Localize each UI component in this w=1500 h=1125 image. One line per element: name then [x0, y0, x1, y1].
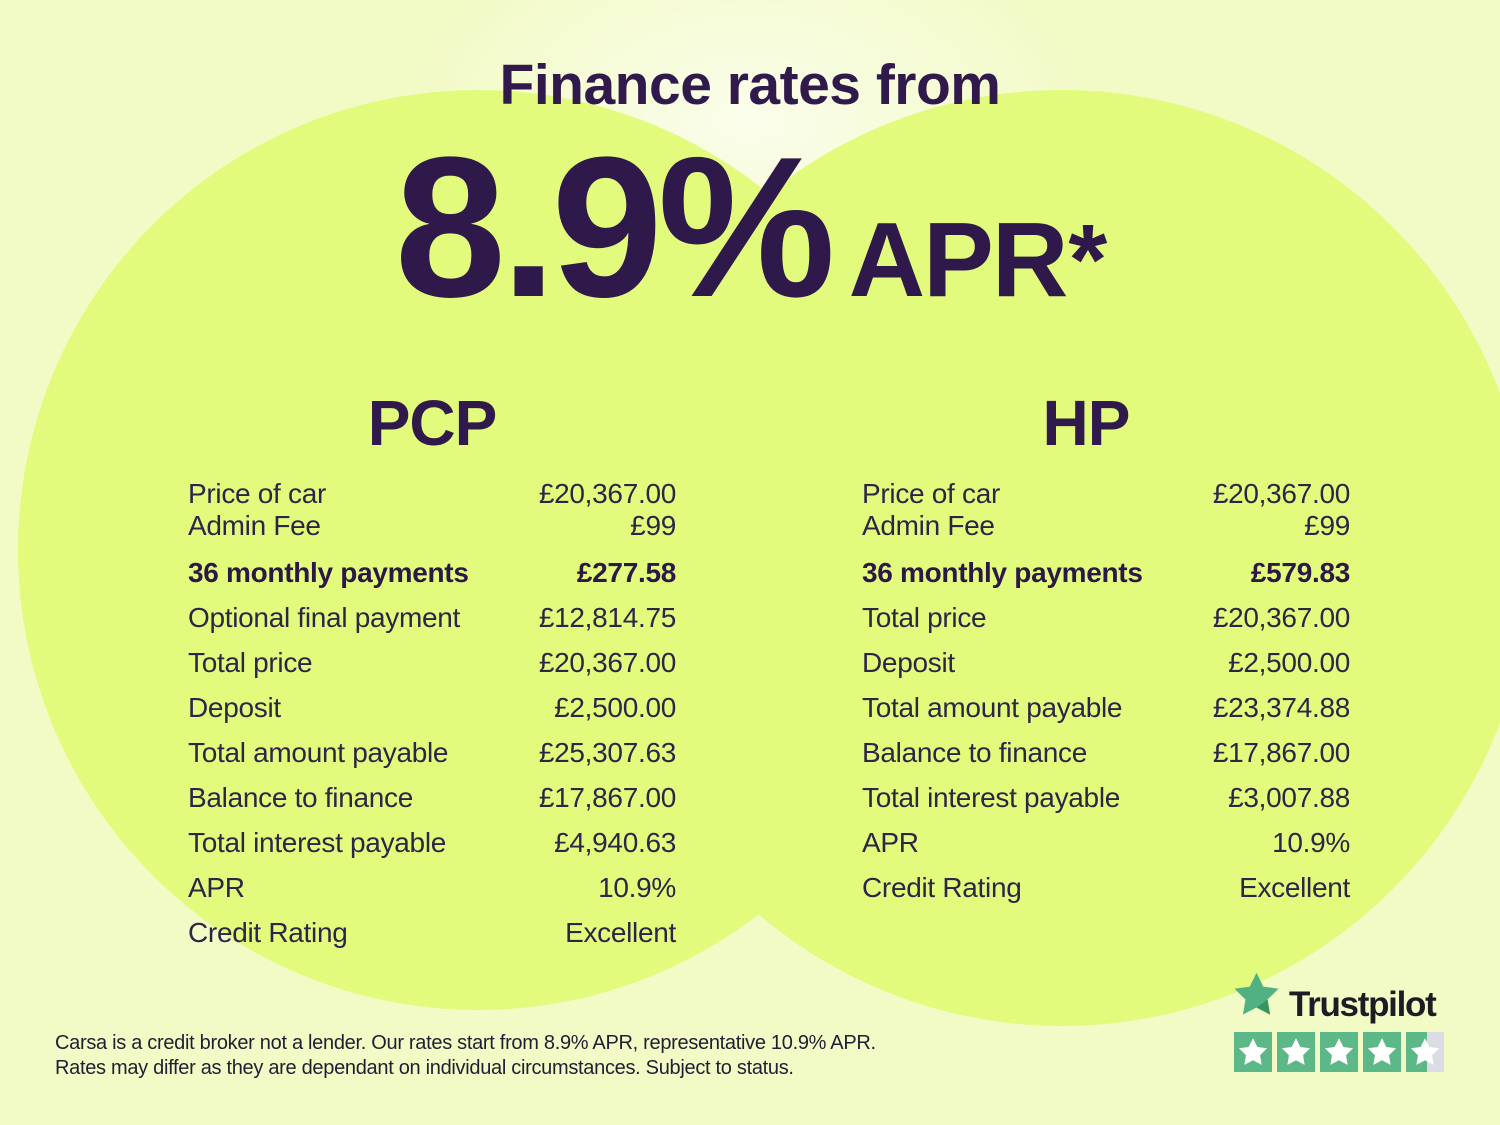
star-icon — [1238, 1038, 1268, 1065]
trustpilot-rating-box — [1320, 1032, 1358, 1072]
page-title: Finance rates from — [499, 53, 1002, 117]
star-icon — [1410, 1038, 1440, 1065]
row-label: Balance to finance — [862, 736, 1087, 768]
hp-heading: HP — [1042, 387, 1131, 459]
finance-row: Total amount payable £23,374.88 — [862, 685, 1350, 730]
finance-row: Balance to finance £17,867.00 — [862, 730, 1350, 775]
row-label: Total amount payable — [188, 736, 449, 768]
row-value: £20,367.00 — [538, 646, 676, 678]
row-value: £4,940.63 — [554, 826, 676, 858]
row-label: Admin Fee — [188, 510, 321, 541]
row-label: 36 monthly payments — [862, 556, 1143, 588]
row-label: Credit Rating — [862, 871, 1022, 903]
row-label: Total price — [862, 601, 987, 633]
row-value: 10.9% — [1272, 826, 1350, 858]
row-value: £277.58 — [576, 556, 676, 588]
row-label: Admin Fee — [862, 510, 995, 541]
row-value: £20,367.00 — [538, 478, 676, 509]
trustpilot-wordmark: Trustpilot — [1289, 985, 1437, 1024]
row-value: £2,500.00 — [554, 691, 676, 723]
finance-row: APR 10.9% — [862, 820, 1350, 865]
finance-row: Credit Rating Excellent — [862, 865, 1350, 910]
row-value: £25,307.63 — [538, 736, 676, 768]
row-value: £17,867.00 — [538, 781, 676, 813]
row-label: Total interest payable — [188, 826, 447, 858]
row-value: £3,007.88 — [1228, 781, 1350, 813]
row-value: £579.83 — [1250, 556, 1350, 588]
finance-row: Balance to finance £17,867.00 — [188, 775, 676, 820]
row-value: £20,367.00 — [1212, 478, 1350, 509]
row-value: Excellent — [565, 916, 676, 948]
finance-row: Total price £20,367.00 — [188, 640, 676, 685]
row-label: APR — [188, 871, 245, 903]
star-icon — [1324, 1038, 1354, 1065]
finance-row: APR 10.9% — [188, 865, 676, 910]
row-label: 36 monthly payments — [188, 556, 469, 588]
finance-row: Total amount payable £25,307.63 — [188, 730, 676, 775]
row-label: Total interest payable — [862, 781, 1121, 813]
row-label: APR — [862, 826, 919, 858]
finance-row: Credit Rating Excellent — [188, 910, 676, 955]
trustpilot-rating-box — [1363, 1032, 1401, 1072]
disclaimer-line-2: Rates may differ as they are dependant o… — [55, 1056, 794, 1079]
trustpilot-rating-box — [1234, 1032, 1272, 1072]
finance-row: Price of car £20,367.00 — [188, 478, 676, 510]
finance-row: Deposit £2,500.00 — [862, 640, 1350, 685]
row-label: Price of car — [862, 478, 1000, 509]
star-icon — [1281, 1038, 1311, 1065]
pcp-heading: PCP — [367, 387, 498, 459]
trustpilot-rating-box — [1277, 1032, 1315, 1072]
finance-row: Total interest payable £4,940.63 — [188, 820, 676, 865]
row-value: £23,374.88 — [1212, 691, 1350, 723]
finance-row: Price of car £20,367.00 — [862, 478, 1350, 510]
apr-text: APR — [848, 201, 1069, 319]
row-value: 10.9% — [598, 871, 676, 903]
row-value: £17,867.00 — [1212, 736, 1350, 768]
row-label: Credit Rating — [188, 916, 348, 948]
star-icon — [1367, 1038, 1397, 1065]
trustpilot-stars — [1234, 1032, 1444, 1072]
row-label: Price of car — [188, 478, 326, 509]
row-label: Deposit — [188, 691, 281, 723]
finance-row: Total price £20,367.00 — [862, 595, 1350, 640]
row-value: £12,814.75 — [538, 601, 676, 633]
rate-value: 8.9% — [394, 116, 836, 339]
row-label: Total amount payable — [862, 691, 1123, 723]
background-circle-right — [594, 90, 1500, 1026]
row-value: £99 — [630, 510, 676, 541]
pcp-table: Price of car £20,367.00 Admin Fee £99 36 mon… — [188, 478, 676, 955]
row-label: Total price — [188, 646, 313, 678]
trustpilot-star-icon — [1234, 972, 1279, 1015]
row-value: Excellent — [1239, 871, 1350, 903]
headline-rate: 8.9% APR* — [0, 128, 1500, 328]
apr-label: APR* — [849, 204, 1108, 316]
trustpilot-rating-box — [1406, 1032, 1444, 1072]
row-label: Deposit — [862, 646, 955, 678]
row-value: £2,500.00 — [1228, 646, 1350, 678]
finance-row: 36 monthly payments £579.83 — [862, 550, 1350, 595]
finance-row: Optional final payment £12,814.75 — [188, 595, 676, 640]
row-value: £99 — [1304, 510, 1350, 541]
row-label: Balance to finance — [188, 781, 413, 813]
finance-row: Deposit £2,500.00 — [188, 685, 676, 730]
finance-row: Admin Fee £99 — [188, 510, 676, 542]
finance-row: Admin Fee £99 — [862, 510, 1350, 542]
finance-row: 36 monthly payments £277.58 — [188, 550, 676, 595]
finance-row: Total interest payable £3,007.88 — [862, 775, 1350, 820]
disclaimer-line-1: Carsa is a credit broker not a lender. O… — [55, 1032, 876, 1054]
row-value: £20,367.00 — [1212, 601, 1350, 633]
disclaimer: Carsa is a credit broker not a lender. O… — [55, 1031, 1205, 1080]
row-label: Optional final payment — [188, 601, 461, 633]
asterisk: * — [1068, 204, 1107, 316]
hp-table: Price of car £20,367.00 Admin Fee £99 36 mon… — [862, 478, 1350, 910]
